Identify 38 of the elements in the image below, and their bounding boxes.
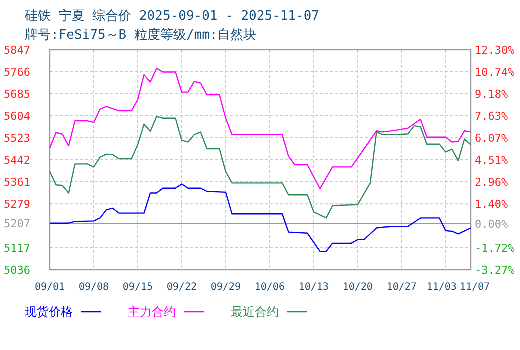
y-tick-label: 5604 xyxy=(4,110,31,123)
y2-tick-label: 9.18% xyxy=(475,88,508,102)
x-tick-label: 09/08 xyxy=(78,282,110,293)
y2-tick-label: 12.30% xyxy=(475,44,516,57)
y2-tick-label: 6.07% xyxy=(475,132,508,146)
y-tick-label: 5523 xyxy=(4,132,30,145)
y2-tick-label: -3.27% xyxy=(475,264,516,277)
x-tick-label: 10/20 xyxy=(342,282,373,293)
x-tick-label: 09/22 xyxy=(166,282,198,293)
y2-tick-label: 10.74% xyxy=(475,66,516,80)
x-tick-label: 09/29 xyxy=(210,282,241,293)
y-tick-label: 5279 xyxy=(4,198,30,212)
x-tick-label: 11/03 xyxy=(426,282,457,293)
y-tick-label: 5207 xyxy=(4,218,30,231)
y2-tick-label: 2.96% xyxy=(475,176,508,189)
y2-tick-label: 0.00% xyxy=(475,218,508,231)
x-tick-label: 11/07 xyxy=(460,282,490,293)
legend-label: 主力合约 xyxy=(128,305,176,319)
legend-label: 现货价格 xyxy=(25,305,73,319)
y-tick-label: 5117 xyxy=(4,242,30,256)
y2-tick-label: -1.72% xyxy=(475,242,516,256)
y-tick-label: 5685 xyxy=(4,88,30,101)
x-tick-label: 09/15 xyxy=(122,282,154,293)
y-tick-label: 5766 xyxy=(4,66,30,79)
x-tick-label: 10/06 xyxy=(254,282,285,293)
y-tick-label: 5036 xyxy=(4,264,30,277)
chart-subtitle: 牌号:FeSi75～B 粒度等级/mm:自然块 xyxy=(25,27,257,43)
y2-tick-label: 7.63% xyxy=(475,110,508,123)
x-tick-label: 10/13 xyxy=(298,282,329,293)
x-tick-label: 09/01 xyxy=(34,282,66,293)
y-tick-label: 5442 xyxy=(4,154,30,167)
y2-tick-label: 4.51% xyxy=(475,154,508,168)
y2-tick-label: 1.40% xyxy=(475,198,508,212)
x-tick-label: 10/27 xyxy=(386,282,417,293)
y-tick-label: 5361 xyxy=(4,176,30,189)
chart-title: 硅铁 宁夏 综合价 2025-09-01 - 2025-11-07 xyxy=(24,8,320,24)
y-tick-label: 5847 xyxy=(4,44,30,57)
legend-label: 最近合约 xyxy=(231,305,279,319)
